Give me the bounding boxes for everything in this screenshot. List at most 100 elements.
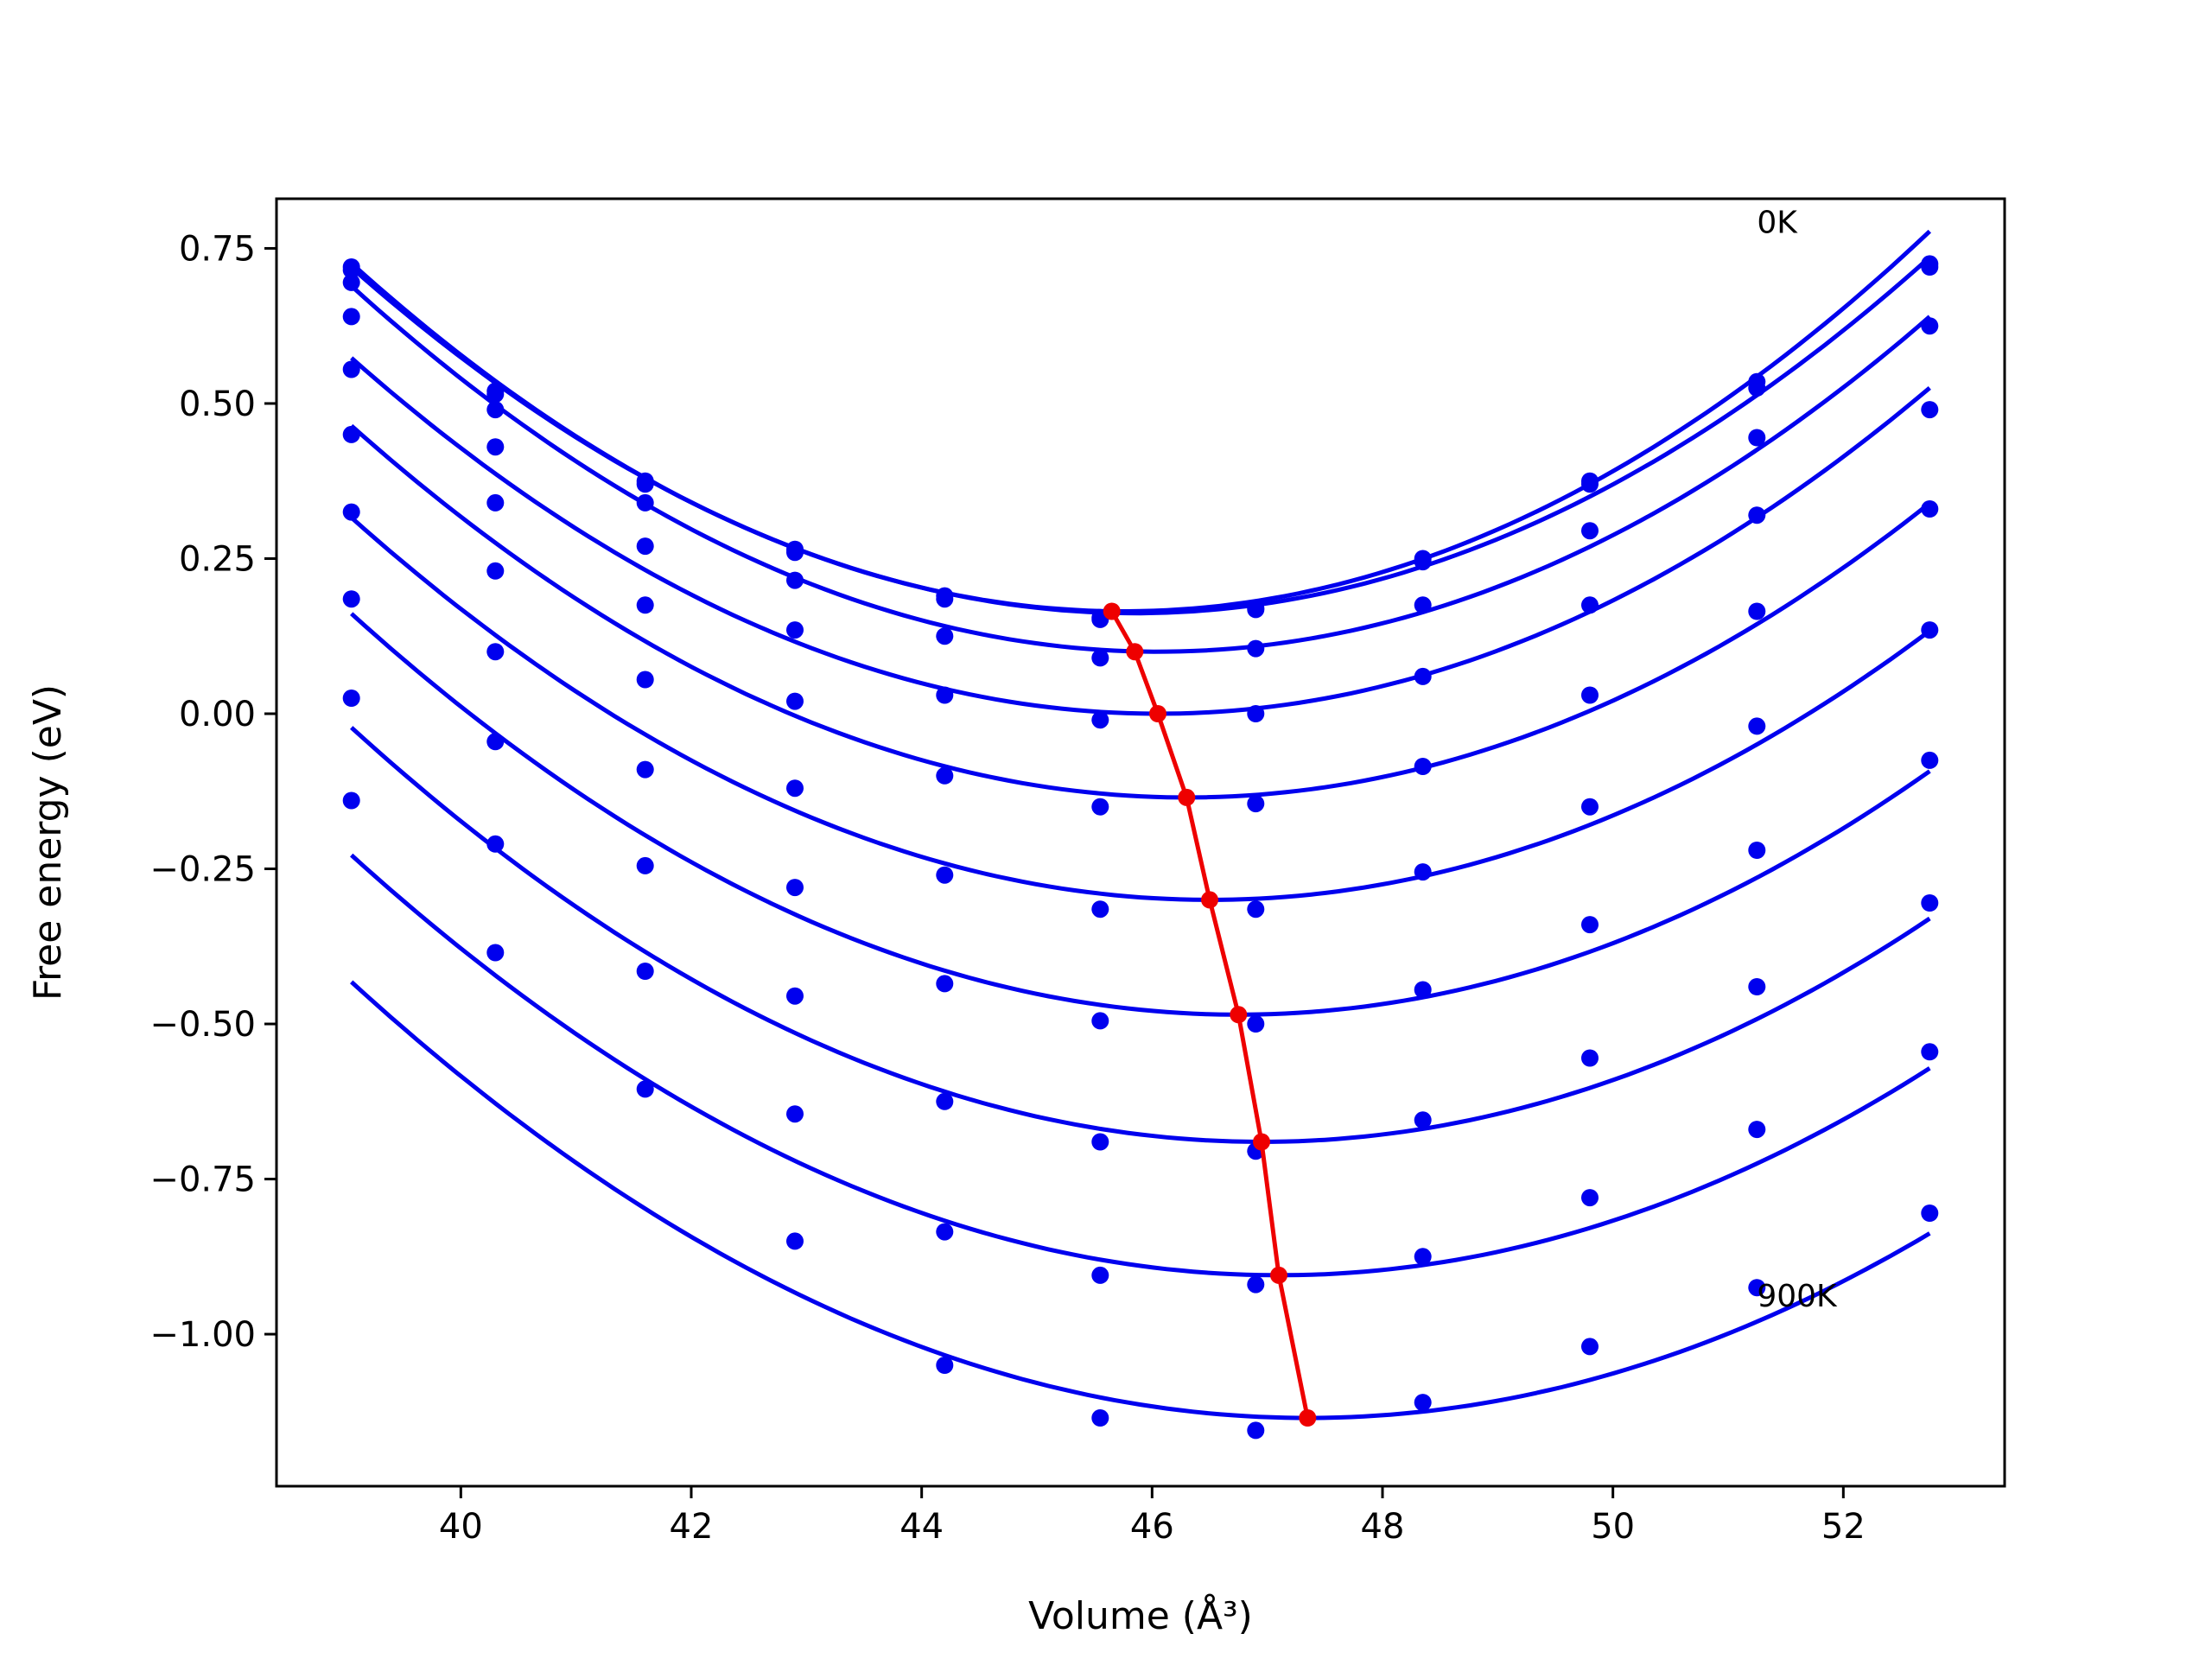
- data-point: [1748, 978, 1766, 995]
- data-point: [786, 1232, 804, 1250]
- data-point: [1581, 686, 1599, 704]
- data-point: [936, 866, 954, 884]
- data-point: [1091, 711, 1109, 729]
- x-tick-label: 40: [439, 1507, 483, 1547]
- data-point: [1091, 798, 1109, 816]
- data-point: [486, 438, 505, 456]
- data-point: [1414, 596, 1432, 614]
- axes-frame: [275, 197, 2006, 1488]
- data-point: [936, 1223, 954, 1241]
- equilibrium-point: [1149, 705, 1166, 722]
- data-point: [1247, 601, 1265, 619]
- fit-curve-9: [350, 853, 1931, 1278]
- data-point: [1091, 900, 1109, 918]
- equilibrium-point: [1230, 1006, 1248, 1024]
- data-point: [1581, 475, 1599, 493]
- data-point: [636, 671, 654, 689]
- data-point: [1748, 506, 1766, 524]
- data-point: [342, 425, 360, 443]
- y-tick-label: 0.75: [179, 229, 256, 269]
- data-point: [1091, 1409, 1109, 1427]
- data-point: [1247, 795, 1265, 813]
- equilibrium-point: [1103, 602, 1121, 620]
- y-tick-label: −0.50: [149, 1005, 256, 1045]
- data-point: [1581, 1049, 1599, 1067]
- y-tick-label: −1.00: [149, 1315, 256, 1355]
- data-point: [786, 879, 804, 897]
- data-point: [1748, 429, 1766, 447]
- data-point: [786, 1105, 804, 1123]
- plot-area: [342, 229, 1939, 1440]
- data-point: [786, 543, 804, 562]
- x-tick-label: 48: [1361, 1507, 1405, 1547]
- data-point: [1581, 522, 1599, 540]
- equilibrium-point: [1201, 891, 1218, 909]
- data-point: [1921, 894, 1939, 912]
- data-point: [1921, 401, 1939, 419]
- x-tick-label: 42: [670, 1507, 714, 1547]
- fit-curve-8: [350, 726, 1931, 1145]
- data-point: [636, 760, 654, 779]
- y-tick-label: 0.25: [179, 539, 256, 579]
- data-point: [1748, 602, 1766, 620]
- y-tick-label: 0.50: [179, 385, 256, 424]
- data-point: [1748, 1121, 1766, 1139]
- data-point: [1414, 1394, 1432, 1412]
- data-point: [636, 493, 654, 512]
- fit-curve-5: [350, 423, 1931, 800]
- data-point: [936, 686, 954, 704]
- data-point: [636, 537, 654, 556]
- data-point: [1247, 1015, 1265, 1033]
- data-point: [1921, 751, 1939, 769]
- fit-curve-4: [350, 356, 1931, 716]
- data-point: [1414, 758, 1432, 775]
- fit-curve-7: [350, 612, 1931, 1017]
- x-tick-label: 50: [1591, 1507, 1635, 1547]
- equilibrium-point: [1178, 788, 1196, 806]
- fit-curve-2: [350, 255, 1931, 616]
- data-point: [342, 791, 360, 810]
- data-point: [1414, 667, 1432, 685]
- equilibrium-point: [1253, 1133, 1270, 1151]
- equilibrium-point: [1299, 1409, 1317, 1427]
- data-point: [342, 308, 360, 326]
- curve-annotation: 900K: [1757, 1279, 1838, 1314]
- data-point: [936, 975, 954, 993]
- y-tick-label: −0.25: [149, 850, 256, 890]
- data-point: [786, 779, 804, 798]
- data-point: [636, 963, 654, 980]
- data-point: [486, 835, 505, 853]
- data-point: [342, 590, 360, 608]
- x-tick-label: 52: [1821, 1507, 1866, 1547]
- x-axis-label: Volume (Å³): [1028, 1592, 1253, 1638]
- x-tick-label: 44: [899, 1507, 944, 1547]
- data-point: [936, 1357, 954, 1374]
- data-point: [1247, 1275, 1265, 1294]
- data-point: [342, 503, 360, 521]
- data-point: [786, 571, 804, 589]
- data-point: [636, 475, 654, 493]
- y-tick-label: −0.75: [149, 1160, 256, 1200]
- data-point: [1581, 916, 1599, 934]
- x-tick-label: 46: [1130, 1507, 1174, 1547]
- data-point: [1581, 798, 1599, 816]
- data-point: [786, 987, 804, 1005]
- data-point: [936, 590, 954, 608]
- data-point: [1091, 1266, 1109, 1284]
- data-point: [1921, 621, 1939, 639]
- data-point: [1247, 1421, 1265, 1440]
- data-point: [1414, 1248, 1432, 1266]
- data-point: [486, 385, 505, 404]
- data-point: [486, 401, 505, 419]
- data-point: [1414, 981, 1432, 999]
- data-point: [636, 1080, 654, 1098]
- data-point: [786, 621, 804, 639]
- y-axis-label: Free energy (eV): [26, 684, 70, 1001]
- data-point: [786, 692, 804, 710]
- data-point: [1414, 863, 1432, 881]
- data-point: [342, 273, 360, 291]
- data-point: [1748, 379, 1766, 397]
- data-point: [486, 733, 505, 751]
- fit-curve-10: [350, 980, 1931, 1421]
- data-point: [1414, 553, 1432, 571]
